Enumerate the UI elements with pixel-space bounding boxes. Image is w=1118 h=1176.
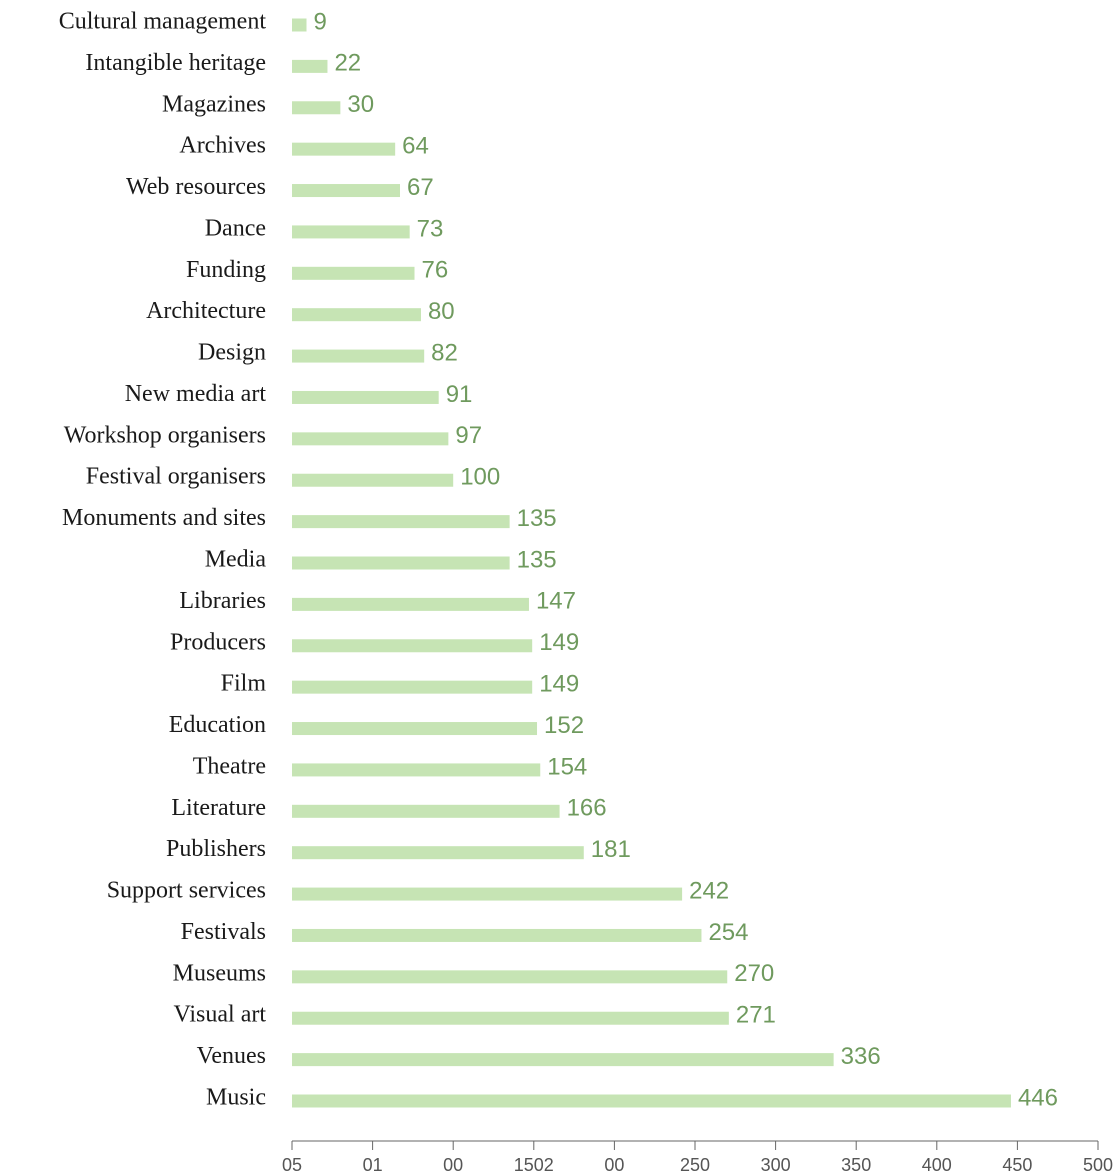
bar bbox=[292, 225, 410, 239]
value-label: 242 bbox=[689, 877, 729, 904]
value-label: 67 bbox=[407, 174, 434, 201]
x-tick-label: 300 bbox=[761, 1155, 791, 1175]
value-label: 91 bbox=[446, 381, 473, 408]
bar bbox=[292, 473, 454, 487]
category-label: New media art bbox=[125, 381, 267, 407]
value-label: 336 bbox=[841, 1043, 881, 1070]
category-label: Web resources bbox=[126, 174, 266, 200]
category-label: Museums bbox=[173, 960, 266, 986]
category-label: Literature bbox=[171, 795, 266, 821]
value-label: 9 bbox=[314, 8, 327, 35]
bar bbox=[292, 556, 510, 570]
value-label: 154 bbox=[547, 753, 587, 780]
bar bbox=[292, 390, 439, 404]
value-label: 149 bbox=[539, 670, 579, 697]
bar bbox=[292, 680, 533, 694]
x-tick-label: 05 bbox=[282, 1155, 302, 1175]
bar bbox=[292, 349, 425, 363]
bar bbox=[292, 639, 533, 653]
category-label: Dance bbox=[205, 215, 266, 241]
category-label: Design bbox=[198, 340, 266, 366]
value-label: 97 bbox=[455, 422, 482, 449]
category-label: Intangible heritage bbox=[85, 50, 266, 76]
category-label: Venues bbox=[197, 1043, 266, 1069]
bar bbox=[292, 970, 728, 984]
x-tick-label: 1502 bbox=[514, 1155, 554, 1175]
bar bbox=[292, 142, 396, 156]
value-label: 152 bbox=[544, 712, 584, 739]
bar bbox=[292, 928, 702, 942]
bar bbox=[292, 184, 401, 198]
value-label: 22 bbox=[334, 50, 361, 77]
category-label: Media bbox=[205, 547, 267, 573]
bar bbox=[292, 722, 538, 736]
value-label: 271 bbox=[736, 1002, 776, 1029]
value-label: 100 bbox=[460, 464, 500, 491]
category-label: Producers bbox=[170, 629, 266, 655]
value-label: 181 bbox=[591, 836, 631, 863]
x-tick-label: 250 bbox=[680, 1155, 710, 1175]
bar bbox=[292, 18, 307, 32]
value-label: 80 bbox=[428, 298, 455, 325]
value-label: 254 bbox=[708, 919, 748, 946]
category-label: Funding bbox=[186, 257, 266, 283]
bar bbox=[292, 887, 683, 901]
bar bbox=[292, 1053, 834, 1067]
bar bbox=[292, 432, 449, 446]
bar bbox=[292, 266, 415, 280]
x-tick-label: 00 bbox=[443, 1155, 463, 1175]
bar bbox=[292, 308, 421, 322]
category-label: Archives bbox=[179, 133, 266, 159]
x-tick-label: 450 bbox=[1002, 1155, 1032, 1175]
bar bbox=[292, 846, 584, 860]
value-label: 149 bbox=[539, 629, 579, 656]
category-label: Music bbox=[206, 1085, 266, 1111]
value-label: 166 bbox=[567, 795, 607, 822]
value-label: 73 bbox=[417, 215, 444, 242]
category-label: Architecture bbox=[146, 298, 266, 324]
x-tick-label: 400 bbox=[922, 1155, 952, 1175]
bar bbox=[292, 597, 529, 611]
bar bbox=[292, 804, 560, 818]
value-label: 270 bbox=[734, 960, 774, 987]
x-tick-label: 00 bbox=[604, 1155, 624, 1175]
bar bbox=[292, 1011, 729, 1025]
category-label: Magazines bbox=[162, 91, 266, 117]
value-label: 446 bbox=[1018, 1084, 1058, 1111]
category-label: Festivals bbox=[181, 919, 266, 945]
x-tick-label: 350 bbox=[841, 1155, 871, 1175]
bar bbox=[292, 763, 541, 777]
category-label: Education bbox=[169, 712, 266, 738]
category-label: Workshop organisers bbox=[64, 422, 266, 448]
bar bbox=[292, 515, 510, 529]
value-label: 82 bbox=[431, 339, 458, 366]
x-tick-label: 01 bbox=[363, 1155, 383, 1175]
value-label: 64 bbox=[402, 132, 429, 159]
category-label: Cultural management bbox=[59, 9, 267, 35]
category-label: Festival organisers bbox=[86, 464, 266, 490]
value-label: 76 bbox=[422, 257, 449, 284]
bar bbox=[292, 101, 341, 115]
value-label: 147 bbox=[536, 588, 576, 615]
category-label: Monuments and sites bbox=[62, 505, 266, 531]
value-label: 135 bbox=[517, 505, 557, 532]
x-tick-label: 500 bbox=[1083, 1155, 1113, 1175]
bar bbox=[292, 1094, 1011, 1108]
category-label: Film bbox=[221, 671, 267, 697]
bar bbox=[292, 59, 328, 73]
value-label: 30 bbox=[347, 91, 374, 118]
category-label: Theatre bbox=[193, 753, 266, 779]
value-label: 135 bbox=[517, 546, 557, 573]
category-label: Libraries bbox=[179, 588, 266, 614]
category-label: Support services bbox=[107, 878, 266, 904]
category-label: Publishers bbox=[166, 836, 266, 862]
category-label: Visual art bbox=[173, 1002, 266, 1028]
